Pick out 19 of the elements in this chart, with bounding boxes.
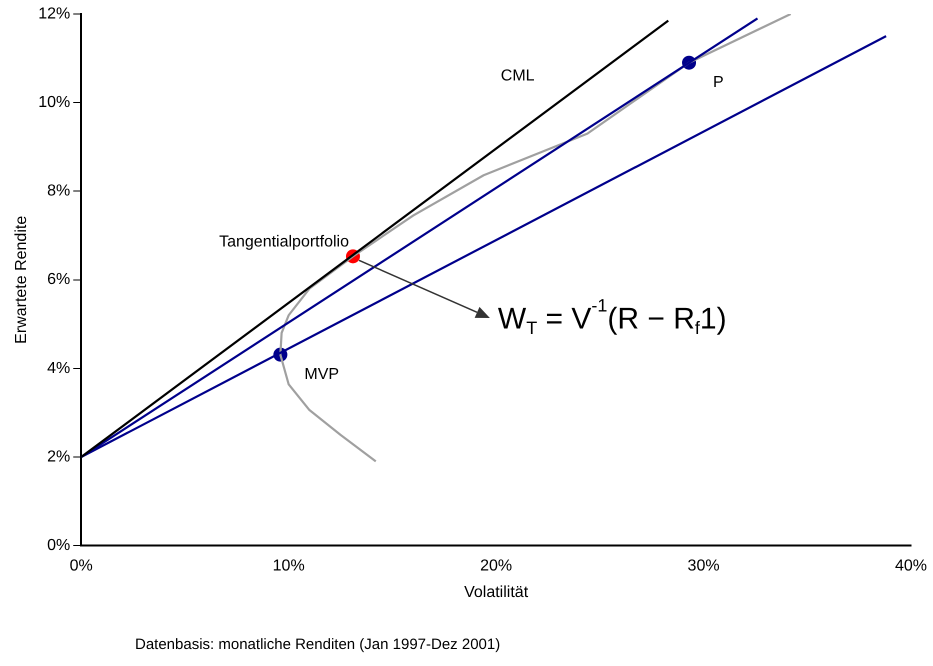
- series-label: CML: [500, 68, 535, 85]
- x-tick-label: 20%: [480, 558, 512, 575]
- x-tick-label: 0%: [70, 558, 93, 575]
- y-tick-label: 10%: [38, 94, 70, 112]
- y-tick-label: 6%: [47, 271, 70, 288]
- x-axis-title: Volatilität: [464, 584, 529, 601]
- text: Datenbasis: monatliche Renditen (Jan 1997-Dez 2001): [135, 636, 500, 654]
- x-tick-label: 40%: [894, 558, 928, 575]
- y-axis-title: Erwartete Rendite: [13, 216, 30, 344]
- y-tick-label: 4%: [47, 360, 70, 377]
- y-tick-label: 12%: [38, 5, 70, 22]
- x-tick-label: 10%: [272, 558, 305, 575]
- y-tick-label: 8%: [47, 182, 70, 200]
- x-tick-label: 30%: [688, 558, 720, 575]
- y-tick-label: 2%: [47, 448, 70, 466]
- series-label: Tangentialportfolio: [219, 234, 350, 251]
- series-label: MVP: [304, 366, 340, 384]
- series-label: P: [713, 74, 724, 92]
- y-tick-label: 0%: [47, 537, 70, 554]
